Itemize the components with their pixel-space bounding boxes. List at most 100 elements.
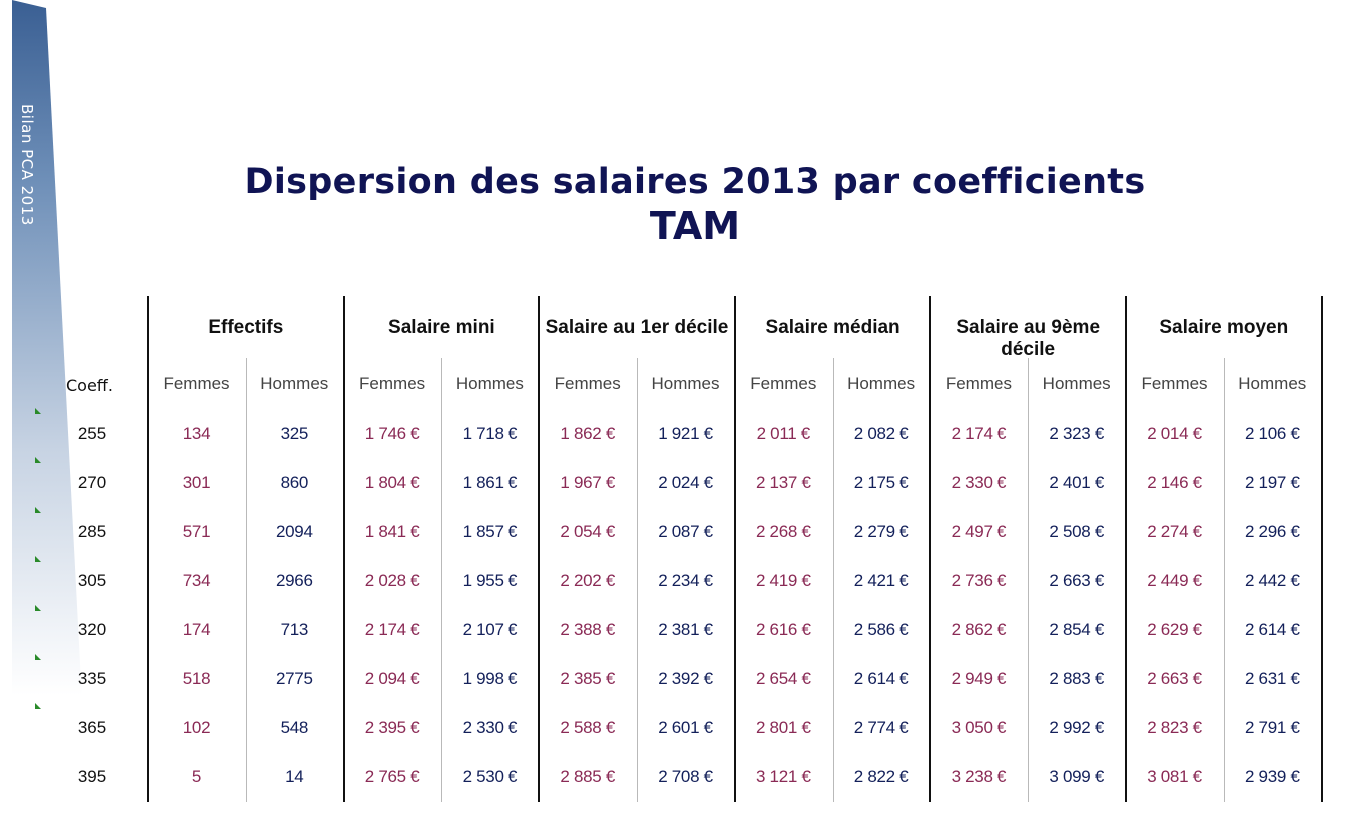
femmes-header: Femmes bbox=[1141, 374, 1208, 393]
subcolumn-divider bbox=[1028, 358, 1030, 802]
coeff-cell: 365 bbox=[77, 718, 107, 737]
group-divider bbox=[929, 296, 932, 802]
hommes-cell: 2 401 € bbox=[1049, 473, 1104, 492]
femmes-cell: 1 804 € bbox=[364, 473, 420, 492]
femmes-cell: 734 bbox=[182, 571, 211, 590]
femmes-cell: 2 268 € bbox=[755, 522, 811, 541]
subcolumn-divider bbox=[441, 358, 443, 802]
femmes-cell: 2 028 € bbox=[364, 571, 420, 590]
femmes-cell: 3 238 € bbox=[951, 767, 1007, 786]
page-title: Dispersion des salaires 2013 par coeffic… bbox=[200, 160, 1190, 248]
hommes-cell: 1 861 € bbox=[462, 473, 518, 492]
hommes-cell: 2 296 € bbox=[1244, 522, 1300, 541]
hommes-cell: 713 bbox=[280, 620, 309, 639]
hommes-cell: 2 822 € bbox=[853, 767, 909, 786]
group-header: Salaire mini bbox=[388, 317, 495, 338]
femmes-cell: 2 094 € bbox=[364, 669, 420, 688]
hommes-cell: 2 175 € bbox=[853, 473, 909, 492]
hommes-cell: 1 857 € bbox=[462, 522, 518, 541]
femmes-cell: 3 050 € bbox=[951, 718, 1007, 737]
hommes-cell: 1 921 € bbox=[658, 424, 713, 443]
hommes-cell: 2 421 € bbox=[853, 571, 909, 590]
femmes-cell: 571 bbox=[182, 522, 211, 541]
femmes-cell: 134 bbox=[182, 424, 211, 443]
hommes-cell: 2 708 € bbox=[658, 767, 713, 786]
hommes-cell: 2 082 € bbox=[853, 424, 909, 443]
femmes-cell: 518 bbox=[182, 669, 211, 688]
femmes-cell: 2 449 € bbox=[1147, 571, 1202, 590]
femmes-cell: 2 823 € bbox=[1147, 718, 1202, 737]
hommes-header: Hommes bbox=[1238, 374, 1307, 393]
hommes-cell: 2 024 € bbox=[658, 473, 713, 492]
hommes-cell: 2 663 € bbox=[1049, 571, 1104, 590]
femmes-cell: 301 bbox=[182, 473, 211, 492]
hommes-cell: 2 087 € bbox=[658, 522, 713, 541]
hommes-cell: 3 099 € bbox=[1049, 767, 1104, 786]
hommes-cell: 325 bbox=[280, 424, 309, 443]
femmes-cell: 1 746 € bbox=[364, 424, 420, 443]
hommes-cell: 2 601 € bbox=[658, 718, 713, 737]
group-divider bbox=[1125, 296, 1127, 802]
femmes-cell: 2 419 € bbox=[755, 571, 811, 590]
femmes-cell: 2 395 € bbox=[364, 718, 420, 737]
femmes-cell: 2 054 € bbox=[560, 522, 615, 541]
hommes-cell: 2 530 € bbox=[462, 767, 518, 786]
femmes-cell: 2 654 € bbox=[755, 669, 811, 688]
femmes-cell: 2 663 € bbox=[1147, 669, 1202, 688]
coeff-cell: 285 bbox=[77, 522, 107, 541]
femmes-cell: 2 385 € bbox=[560, 669, 615, 688]
hommes-cell: 2 614 € bbox=[1244, 620, 1300, 639]
hommes-cell: 548 bbox=[280, 718, 309, 737]
coeff-cell: 270 bbox=[77, 473, 107, 492]
hommes-cell: 2 939 € bbox=[1244, 767, 1300, 786]
femmes-cell: 1 841 € bbox=[364, 522, 420, 541]
hommes-cell: 2 883 € bbox=[1049, 669, 1104, 688]
hommes-cell: 14 bbox=[285, 767, 304, 786]
femmes-cell: 2 014 € bbox=[1147, 424, 1202, 443]
group-header: Salaire au 9ème décile bbox=[956, 317, 1101, 360]
femmes-header: Femmes bbox=[163, 374, 230, 393]
femmes-cell: 2 330 € bbox=[951, 473, 1007, 492]
hommes-cell: 2775 bbox=[275, 669, 313, 688]
group-divider bbox=[1320, 296, 1323, 802]
femmes-header: Femmes bbox=[945, 374, 1012, 393]
group-divider bbox=[538, 296, 541, 802]
hommes-header: Hommes bbox=[651, 374, 720, 393]
femmes-cell: 2 497 € bbox=[951, 522, 1007, 541]
group-divider bbox=[733, 296, 736, 802]
coeff-cell: 320 bbox=[77, 620, 107, 639]
coeff-cell: 305 bbox=[77, 571, 107, 590]
bullet-icon bbox=[35, 654, 41, 660]
hommes-header: Hommes bbox=[260, 374, 329, 393]
bullet-icon bbox=[35, 457, 41, 463]
femmes-header: Femmes bbox=[750, 374, 817, 393]
hommes-cell: 2 442 € bbox=[1244, 571, 1300, 590]
bullet-icon bbox=[35, 507, 41, 513]
hommes-cell: 1 955 € bbox=[462, 571, 518, 590]
subcolumn-divider bbox=[245, 358, 247, 802]
sidebar-band bbox=[12, 0, 88, 818]
femmes-cell: 102 bbox=[182, 718, 211, 737]
hommes-cell: 2 234 € bbox=[658, 571, 713, 590]
femmes-cell: 2 862 € bbox=[951, 620, 1007, 639]
femmes-cell: 2 765 € bbox=[364, 767, 420, 786]
hommes-cell: 2 508 € bbox=[1049, 522, 1104, 541]
femmes-cell: 2 388 € bbox=[560, 620, 615, 639]
hommes-header: Hommes bbox=[1042, 374, 1111, 393]
hommes-cell: 2 631 € bbox=[1244, 669, 1300, 688]
hommes-cell: 2 791 € bbox=[1244, 718, 1300, 737]
title-line-2: TAM bbox=[649, 204, 741, 248]
femmes-cell: 2 616 € bbox=[755, 620, 811, 639]
femmes-cell: 2 146 € bbox=[1147, 473, 1202, 492]
femmes-cell: 174 bbox=[182, 620, 211, 639]
femmes-cell: 2 629 € bbox=[1147, 620, 1202, 639]
femmes-cell: 2 949 € bbox=[951, 669, 1007, 688]
femmes-cell: 2 174 € bbox=[951, 424, 1007, 443]
coeff-cell: 255 bbox=[77, 424, 107, 443]
sidebar-label: Bilan PCA 2013 bbox=[18, 104, 36, 226]
hommes-cell: 1 718 € bbox=[462, 424, 518, 443]
femmes-header: Femmes bbox=[554, 374, 621, 393]
femmes-cell: 2 011 € bbox=[756, 424, 811, 443]
hommes-cell: 2 107 € bbox=[462, 620, 518, 639]
subcolumn-divider bbox=[832, 358, 834, 802]
